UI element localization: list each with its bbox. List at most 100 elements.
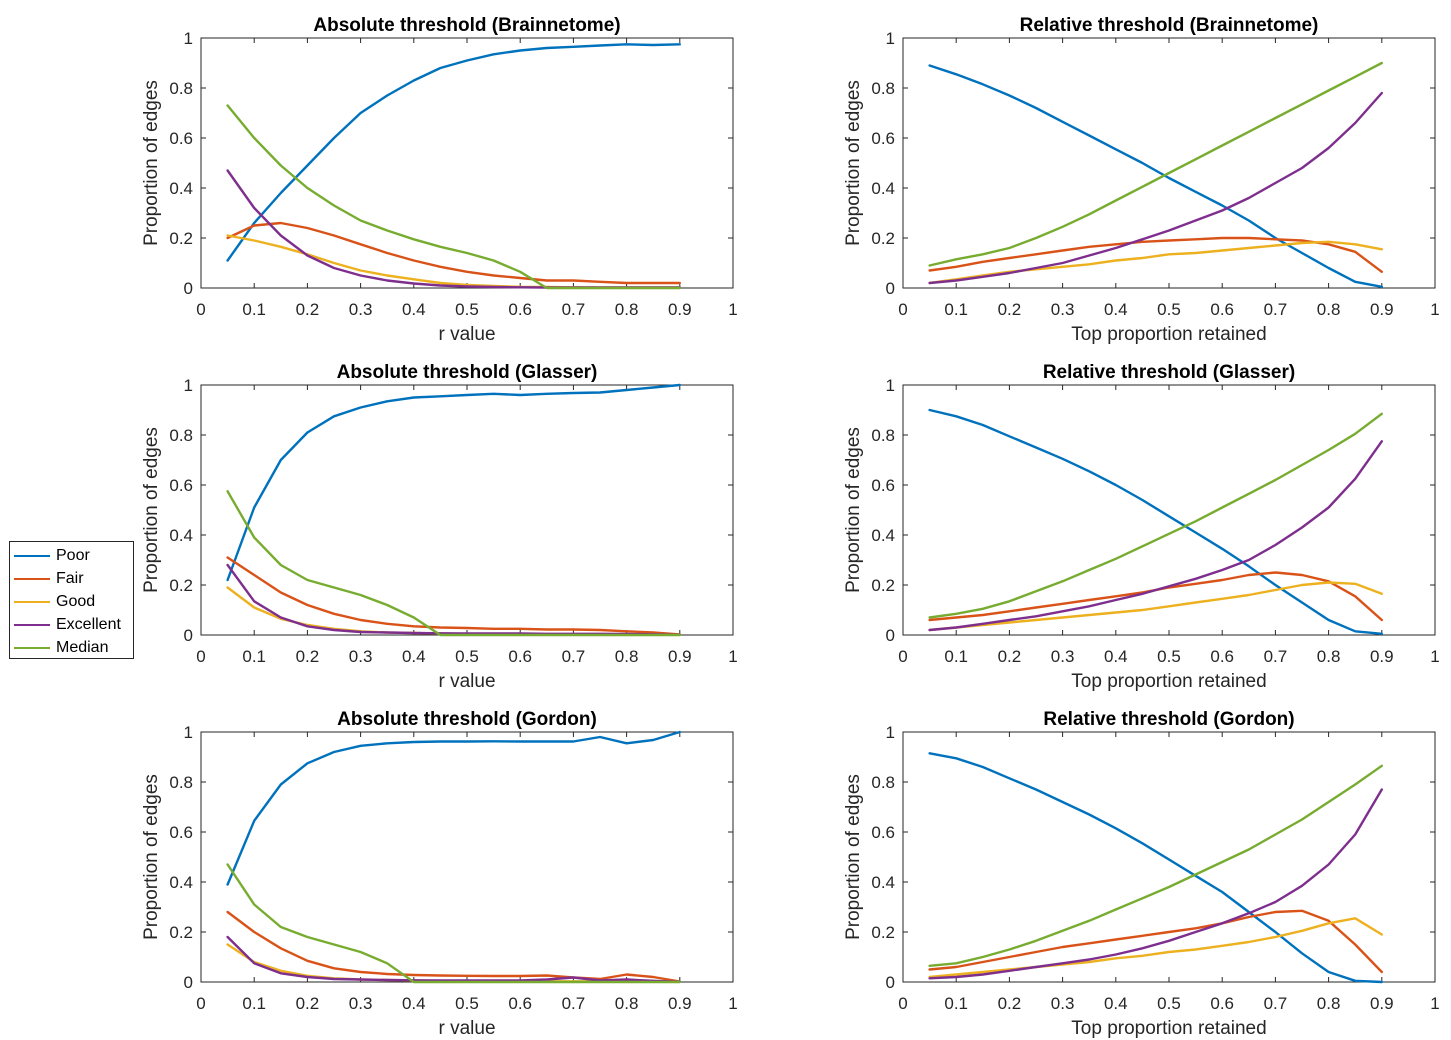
x-tick-label: 0.5	[1157, 300, 1181, 319]
x-tick-label: 0.2	[296, 647, 320, 666]
y-tick-label: 1	[184, 723, 193, 742]
y-tick-label: 0	[886, 279, 895, 298]
series-line-median	[928, 764, 1384, 967]
series-line-fair	[226, 910, 681, 983]
x-tick-label: 0.8	[1317, 647, 1341, 666]
y-axis-label: Proportion of edges	[843, 774, 864, 940]
panel-1: 0 0.1 0.2 0.3 0.4 0.5 0.6 0.7 0.8 0.9 1 0 0.2 0.4 0.6 0…	[141, 15, 738, 345]
series-line-excellent	[928, 440, 1384, 632]
x-tick-label: 0.3	[1051, 647, 1075, 666]
y-axis-label: Proportion of edges	[141, 80, 162, 246]
x-axis-label: r value	[438, 324, 495, 345]
legend-swatch-fair	[14, 578, 50, 580]
legend-swatch-good	[14, 601, 50, 603]
x-tick-label: 0	[196, 647, 205, 666]
x-tick-label: 0.9	[668, 300, 692, 319]
series-line-median	[928, 61, 1384, 267]
x-tick-label: 0.1	[944, 300, 968, 319]
x-tick-label: 0.2	[296, 994, 320, 1013]
panel-5: 0 0.1 0.2 0.3 0.4 0.5 0.6 0.7 0.8 0.9 1 0 0.2 0.4 0.6 0…	[141, 709, 738, 1039]
series-line-excellent	[226, 935, 681, 983]
x-tick-label: 0.2	[296, 300, 320, 319]
x-tick-label: 0.3	[349, 300, 373, 319]
x-tick-label: 0.2	[998, 994, 1022, 1013]
y-tick-label: 0.4	[169, 526, 193, 545]
x-tick-label: 0.6	[508, 300, 532, 319]
y-tick-label: 0	[184, 626, 193, 645]
legend-swatch-excellent	[14, 624, 50, 626]
legend-label-good: Good	[56, 593, 96, 610]
y-tick-label: 0.4	[871, 873, 895, 892]
legend-label-poor: Poor	[56, 547, 90, 564]
series-line-poor	[928, 64, 1384, 288]
legend: Poor Fair Good Excellent Median	[9, 541, 134, 659]
x-tick-label: 0.8	[615, 300, 639, 319]
y-tick-label: 1	[184, 29, 193, 48]
x-tick-label: 0.4	[402, 994, 426, 1013]
plot-frame	[200, 731, 734, 983]
series-line-poor	[928, 752, 1384, 984]
y-tick-label: 0.4	[169, 179, 193, 198]
series-line-poor	[226, 383, 681, 582]
panel-4: 0 0.1 0.2 0.3 0.4 0.5 0.6 0.7 0.8 0.9 1 0 0.2 0.4 0.6 0…	[843, 362, 1440, 692]
x-tick-label: 0.4	[1104, 647, 1128, 666]
series-line-fair	[928, 909, 1384, 974]
x-tick-label: 0.3	[1051, 300, 1075, 319]
x-tick-label: 0.4	[402, 647, 426, 666]
y-tick-label: 0.8	[871, 79, 895, 98]
x-tick-label: 0.7	[1264, 647, 1288, 666]
x-tick-label: 0	[898, 994, 907, 1013]
y-tick-label: 0.2	[871, 576, 895, 595]
y-axis-label: Proportion of edges	[141, 427, 162, 593]
x-tick-label: 0.3	[349, 994, 373, 1013]
legend-label-median: Median	[56, 639, 109, 656]
x-tick-label: 0.5	[455, 300, 479, 319]
legend-label-fair: Fair	[56, 570, 84, 587]
x-axis-label: r value	[438, 671, 495, 692]
x-tick-label: 0.6	[1210, 647, 1234, 666]
x-tick-label: 0.7	[562, 647, 586, 666]
y-tick-label: 0.4	[169, 873, 193, 892]
x-tick-label: 0.7	[1264, 994, 1288, 1013]
y-axis-label: Proportion of edges	[843, 80, 864, 246]
x-tick-label: 0.3	[349, 647, 373, 666]
series-line-good	[928, 581, 1384, 632]
y-tick-label: 0.6	[871, 476, 895, 495]
x-tick-label: 0.9	[1370, 300, 1394, 319]
x-tick-label: 0.5	[455, 994, 479, 1013]
legend-item-excellent: Excellent	[14, 615, 121, 635]
legend-item-good: Good	[14, 592, 95, 612]
y-tick-label: 0	[184, 973, 193, 992]
y-tick-label: 0	[886, 626, 895, 645]
x-tick-label: 1	[1430, 647, 1439, 666]
y-tick-label: 1	[184, 376, 193, 395]
y-tick-label: 0.6	[169, 129, 193, 148]
chart-title: Absolute threshold (Brainnetome)	[313, 15, 620, 36]
y-tick-label: 0.2	[169, 229, 193, 248]
series-line-good	[226, 234, 681, 289]
legend-item-poor: Poor	[14, 546, 90, 566]
plot-frame	[200, 384, 734, 636]
x-tick-label: 0.9	[1370, 994, 1394, 1013]
x-tick-label: 0.8	[1317, 300, 1341, 319]
chart-title: Absolute threshold (Glasser)	[337, 362, 598, 383]
x-tick-label: 0.2	[998, 647, 1022, 666]
x-tick-label: 0.7	[1264, 300, 1288, 319]
series-line-good	[928, 240, 1384, 285]
series-line-poor	[226, 730, 681, 886]
x-tick-label: 0.1	[242, 647, 266, 666]
x-tick-label: 0.7	[562, 300, 586, 319]
x-tick-label: 0	[196, 300, 205, 319]
y-tick-label: 0.8	[169, 79, 193, 98]
x-tick-label: 0.1	[944, 647, 968, 666]
x-tick-label: 0.9	[1370, 647, 1394, 666]
x-tick-label: 0.6	[1210, 994, 1234, 1013]
series-line-excellent	[928, 788, 1384, 980]
x-tick-label: 0.4	[1104, 994, 1128, 1013]
y-tick-label: 0.6	[169, 823, 193, 842]
x-tick-label: 0.3	[1051, 994, 1075, 1013]
x-tick-label: 0.8	[615, 994, 639, 1013]
x-tick-label: 0.7	[562, 994, 586, 1013]
panel-6: 0 0.1 0.2 0.3 0.4 0.5 0.6 0.7 0.8 0.9 1 0 0.2 0.4 0.6 0…	[843, 709, 1440, 1039]
